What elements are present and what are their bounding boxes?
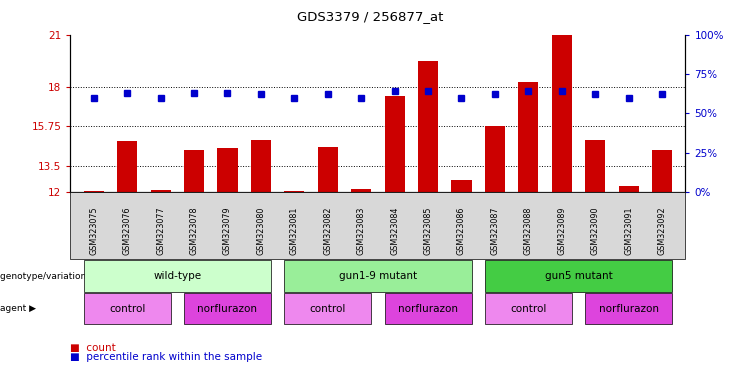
Text: ■  percentile rank within the sample: ■ percentile rank within the sample: [70, 352, 262, 362]
Text: GSM323091: GSM323091: [624, 207, 633, 255]
Bar: [518, 82, 539, 192]
Text: GSM323090: GSM323090: [591, 207, 599, 255]
Bar: [184, 150, 204, 192]
Bar: [485, 126, 505, 192]
Text: agent ▶: agent ▶: [0, 304, 36, 313]
Bar: [351, 189, 371, 192]
Text: GSM323089: GSM323089: [557, 207, 566, 255]
Text: norflurazon: norflurazon: [599, 304, 659, 314]
Text: norflurazon: norflurazon: [398, 304, 458, 314]
Bar: [217, 148, 238, 192]
Text: GSM323084: GSM323084: [390, 207, 399, 255]
Text: GSM323078: GSM323078: [190, 207, 199, 255]
Bar: [619, 186, 639, 192]
Bar: [318, 147, 338, 192]
Text: GSM323085: GSM323085: [424, 207, 433, 255]
Bar: [150, 190, 170, 192]
Text: GSM323077: GSM323077: [156, 207, 165, 255]
Text: GSM323087: GSM323087: [491, 207, 499, 255]
Text: GSM323081: GSM323081: [290, 207, 299, 255]
Text: GSM323088: GSM323088: [524, 207, 533, 255]
Bar: [418, 61, 438, 192]
Text: gun1-9 mutant: gun1-9 mutant: [339, 271, 417, 281]
Text: wild-type: wild-type: [153, 271, 202, 281]
Text: gun5 mutant: gun5 mutant: [545, 271, 612, 281]
Text: norflurazon: norflurazon: [198, 304, 257, 314]
Text: GSM323076: GSM323076: [123, 207, 132, 255]
Bar: [84, 191, 104, 192]
Text: GSM323092: GSM323092: [657, 207, 666, 255]
Text: GSM323079: GSM323079: [223, 207, 232, 255]
Bar: [552, 35, 572, 192]
Text: control: control: [109, 304, 145, 314]
Bar: [652, 150, 672, 192]
Bar: [451, 180, 471, 192]
Bar: [585, 139, 605, 192]
Text: GSM323083: GSM323083: [356, 207, 366, 255]
Text: control: control: [510, 304, 547, 314]
Bar: [117, 141, 137, 192]
Bar: [285, 191, 305, 192]
Text: GSM323082: GSM323082: [323, 207, 332, 255]
Text: GSM323080: GSM323080: [256, 207, 265, 255]
Text: control: control: [310, 304, 346, 314]
Text: genotype/variation ▶: genotype/variation ▶: [0, 271, 96, 281]
Bar: [385, 96, 405, 192]
Bar: [251, 139, 271, 192]
Text: ■  count: ■ count: [70, 343, 116, 353]
Text: GSM323086: GSM323086: [457, 207, 466, 255]
Text: GDS3379 / 256877_at: GDS3379 / 256877_at: [297, 10, 444, 23]
Text: GSM323075: GSM323075: [90, 207, 99, 255]
